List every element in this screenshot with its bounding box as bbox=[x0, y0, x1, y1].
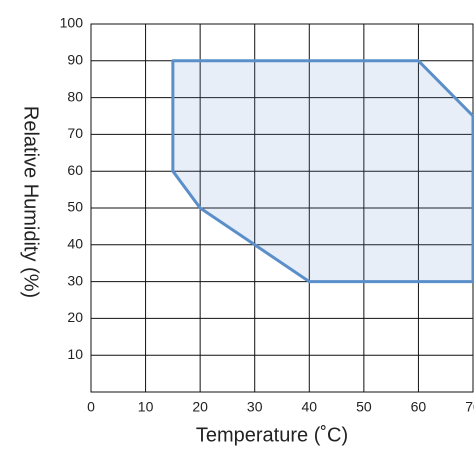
y-tick-label: 80 bbox=[67, 88, 83, 104]
y-tick-label: 100 bbox=[60, 15, 84, 31]
y-tick-label: 50 bbox=[67, 199, 83, 215]
x-tick-label: 70 bbox=[465, 399, 474, 415]
y-tick-label: 60 bbox=[67, 162, 83, 178]
x-tick-label: 60 bbox=[411, 399, 427, 415]
y-tick-label: 90 bbox=[67, 52, 83, 68]
x-tick-label: 10 bbox=[138, 399, 154, 415]
y-tick-label: 40 bbox=[67, 236, 83, 252]
x-axis-title: Temperature (˚C) bbox=[196, 424, 348, 446]
x-tick-label: 40 bbox=[301, 399, 317, 415]
x-tick-label: 30 bbox=[247, 399, 263, 415]
x-tick-label: 0 bbox=[87, 399, 95, 415]
y-axis-title: Relative Humidity (%) bbox=[20, 106, 42, 298]
x-tick-label: 50 bbox=[356, 399, 372, 415]
y-tick-label: 30 bbox=[67, 272, 83, 288]
y-tick-label: 70 bbox=[67, 125, 83, 141]
y-tick-label: 10 bbox=[67, 346, 83, 362]
range-area bbox=[171, 59, 474, 284]
x-tick-label: 20 bbox=[192, 399, 208, 415]
y-tick-label: 20 bbox=[67, 309, 83, 325]
